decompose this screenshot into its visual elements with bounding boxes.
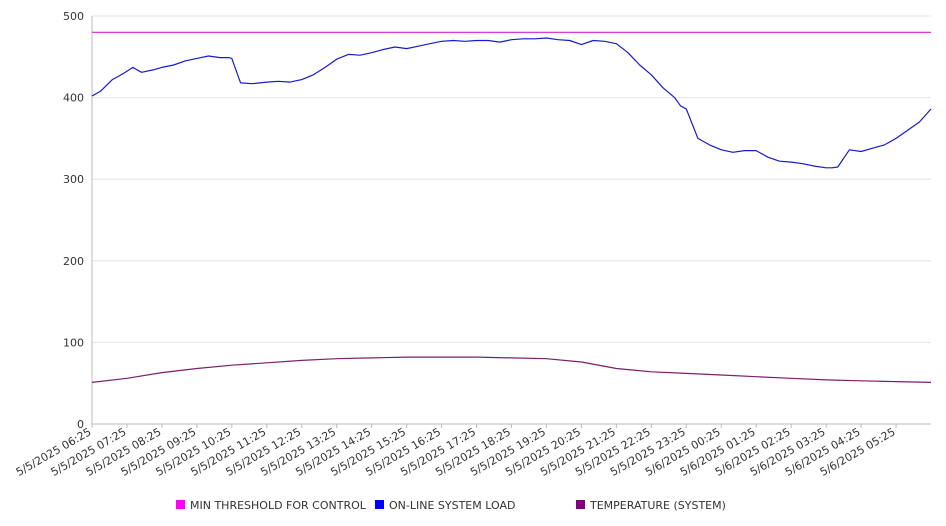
legend-swatch [375, 500, 384, 509]
y-tick-label: 100 [63, 336, 84, 349]
y-tick-label: 200 [63, 255, 84, 268]
y-tick-label: 500 [63, 10, 84, 23]
temperature-line [91, 356, 932, 383]
y-tick-label: 0 [77, 418, 84, 431]
legend-swatch [176, 500, 185, 509]
legend-swatch [576, 500, 585, 509]
legend-label: MIN THRESHOLD FOR CONTROL [190, 499, 367, 512]
system-load-line [91, 37, 932, 169]
legend-label: ON-LINE SYSTEM LOAD [389, 499, 515, 512]
y-tick-label: 400 [63, 92, 84, 105]
legend-label: TEMPERATURE (SYSTEM) [589, 499, 726, 512]
y-tick-label: 300 [63, 173, 84, 186]
